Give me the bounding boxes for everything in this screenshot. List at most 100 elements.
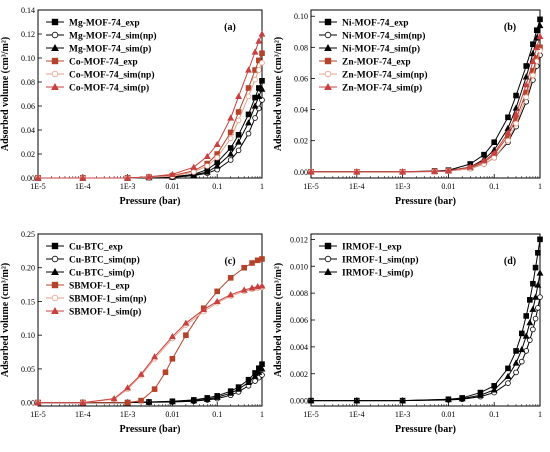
legend-entry: SBMOF-1_sim(np) [46,294,147,305]
legend-marker [324,242,332,250]
data-point [258,85,266,92]
legend-label: Co-MOF-74_exp [69,58,138,68]
data-point [523,348,530,354]
y-tick-label: 0.00 [21,399,35,408]
data-point [124,384,132,391]
data-point [235,109,242,115]
data-point [537,294,543,300]
y-axis-label: Adsorbed volume (cm³/m²) [0,263,11,377]
data-point [251,372,259,379]
data-point [259,78,265,84]
data-point [110,394,118,402]
data-point [235,92,243,100]
series-sbmof-1-sim-p- [34,282,266,406]
y-tick-label: 0.05 [21,365,35,374]
legend-marker [324,70,332,78]
data-point [537,236,543,243]
legend-entry: Cu-BTC_sim(p) [46,268,134,279]
y-tick-label: 0.000 [290,397,308,406]
legend-label: Mg-MOF-74_sim(p) [69,44,151,55]
legend-marker [51,267,59,275]
data-point [353,397,361,404]
legend-marker [51,281,59,289]
legend-entry: Co-MOF-74_sim(np) [46,70,155,81]
series-cu-btc-exp [35,361,265,406]
data-point [168,170,176,178]
x-tick-label: 1E-4 [75,410,91,419]
data-point [213,297,221,305]
data-point [248,284,256,291]
legend-entry: Ni-MOF-74_sim(np) [319,31,425,42]
data-point [535,305,541,311]
y-tick-label: 0.08 [21,78,35,87]
data-point [245,93,252,100]
legend-entry: SBMOF-1_sim(p) [46,307,141,318]
data-point [505,114,511,121]
series-line [38,363,263,404]
legend-label: IRMOF-1_sim(np) [342,255,419,266]
legend-marker [51,18,59,26]
data-point [529,57,537,64]
legend-marker [51,57,59,65]
data-point [259,50,265,56]
x-tick-label: 0.01 [165,182,179,191]
data-point [530,326,536,333]
data-point [490,149,498,156]
series-irmof-1-sim-p- [307,269,544,404]
y-tick-label: 0.06 [21,102,35,111]
y-axis-label: Adsorbed volume (cm³/m²) [273,37,284,151]
legend-entry: Ni-MOF-74_sim(p) [319,44,420,55]
y-tick-label: 0.14 [21,6,35,15]
data-point [307,168,315,175]
data-point [258,282,266,289]
y-tick-label: 0.20 [21,264,35,273]
data-point [513,92,519,99]
data-point [504,129,512,136]
legend-entry: Co-MOF-74_sim(p) [46,83,149,94]
series-zn-mof-74-sim-p- [307,32,544,175]
data-point [34,174,42,181]
data-point [235,131,242,138]
data-point [535,250,541,256]
data-point [227,114,235,121]
legend-label: IRMOF-1_sim(p) [342,268,413,279]
data-point [162,369,169,376]
y-tick-label: 0.25 [21,230,35,239]
data-point [245,130,252,137]
panel-label: (a) [224,22,236,33]
legend-label: Zn-MOF-74_exp [342,58,411,68]
panel-label: (c) [224,256,235,267]
data-point [203,395,211,402]
y-axis-label: Adsorbed volume (cm³/m²) [273,263,284,377]
legend-marker [51,242,59,250]
data-point [444,395,452,403]
data-point [204,163,211,169]
legend-entry: Co-MOF-74_exp [46,58,138,68]
x-axis-label: Pressure (bar) [395,196,456,207]
series-cu-btc-sim-p- [34,365,266,406]
data-point [513,120,519,127]
data-point [227,275,234,281]
y-tick-label: 0.02 [21,150,35,159]
legend-label: Mg-MOF-74_sim(np) [69,31,157,42]
data-point [214,288,221,295]
data-point [458,395,466,402]
legend-entry: Cu-BTC_exp [46,243,123,253]
data-point [505,137,511,144]
plot-frame [37,233,263,407]
panel-label: (b) [504,22,516,33]
data-point [245,85,252,91]
x-axis-label: Pressure (bar) [119,424,180,435]
data-point [168,332,176,340]
data-point [504,372,512,380]
data-point [353,168,361,175]
x-tick-label: 1E-4 [349,182,365,191]
data-point [183,332,189,338]
data-point [252,115,258,121]
chart-panel-b: 1E-5 1E-4 1E-3 0.01 0.1 1 0.00 0.02 0.04 0.06 0.08… [273,9,544,207]
data-point [182,319,190,326]
data-point [505,380,511,386]
data-point [532,264,539,271]
series-co-mof-74-sim-p- [34,30,266,181]
